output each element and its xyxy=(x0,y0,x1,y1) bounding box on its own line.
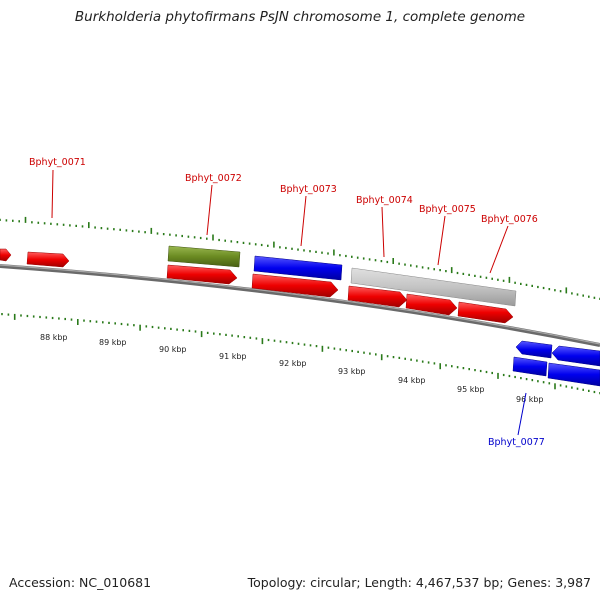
gene-feature-bphyt-0075[interactable] xyxy=(405,293,458,316)
gene-label-bphyt-0076[interactable]: Bphyt_0076 xyxy=(481,214,538,225)
gene-label-bphyt-0072[interactable]: Bphyt_0072 xyxy=(185,173,242,184)
gene-label-bphyt-0071[interactable]: Bphyt_0071 xyxy=(29,157,86,168)
map-title: Burkholderia phytofirmans PsJN chromosom… xyxy=(74,9,526,25)
tick-label-91: 91 kbp xyxy=(219,352,247,361)
gene-labels: Bphyt_0071 Bphyt_0072 Bphyt_0073 Bphyt_0… xyxy=(29,157,545,448)
topology-text: Topology: circular xyxy=(247,575,357,590)
genome-summary: Topology: circularLength: 4,467,537 bpGe… xyxy=(248,575,591,590)
gene-feature-reverse[interactable] xyxy=(547,362,600,387)
gene-feature-bphyt-0072[interactable] xyxy=(166,264,238,285)
tick-track-outer xyxy=(0,216,600,300)
tick-label-94: 94 kbp xyxy=(398,376,426,385)
tick-label-92: 92 kbp xyxy=(279,359,307,368)
gene-label-bphyt-0074[interactable]: Bphyt_0074 xyxy=(356,195,413,206)
gene-feature-reverse[interactable] xyxy=(551,345,600,367)
gene-feature-bphyt-0074-upper[interactable] xyxy=(350,267,517,307)
axis-labels: 88 kbp 89 kbp 90 kbp 91 kbp 92 kbp 93 kb… xyxy=(40,333,544,404)
leader-line xyxy=(206,184,213,236)
gene-feature-bphyt-0076[interactable] xyxy=(457,301,514,324)
tick-label-88: 88 kbp xyxy=(40,333,68,342)
gene-feature-bphyt-0073[interactable] xyxy=(251,273,339,298)
length-text: Length: 4,467,537 bp xyxy=(356,575,499,590)
tick-label-90: 90 kbp xyxy=(159,345,187,354)
tick-label-93: 93 kbp xyxy=(338,367,366,376)
leader-line xyxy=(300,195,307,247)
genome-backbone xyxy=(0,264,600,347)
gene-feature-bphyt-0077[interactable] xyxy=(512,356,548,377)
gene-feature-bphyt-0073-upper[interactable] xyxy=(253,255,343,281)
leader-line xyxy=(489,225,509,274)
gene-label-bphyt-0073[interactable]: Bphyt_0073 xyxy=(280,184,337,195)
genome-backbone-highlight xyxy=(0,264,600,345)
gene-feature-bphyt-0074[interactable] xyxy=(347,285,408,308)
leader-line xyxy=(381,206,385,258)
tick-label-95: 95 kbp xyxy=(457,385,485,394)
gene-count-text: Genes: 3,987 xyxy=(499,575,591,590)
tick-track-inner xyxy=(1,313,600,395)
label-leaders xyxy=(51,169,527,436)
gene-label-bphyt-0077[interactable]: Bphyt_0077 xyxy=(488,437,545,448)
leader-line xyxy=(517,392,527,436)
gene-feature-bphyt-0072-upper[interactable] xyxy=(167,245,241,268)
reverse-features xyxy=(512,340,600,387)
tick-label-96: 96 kbp xyxy=(516,395,544,404)
leader-line xyxy=(437,215,446,266)
tick-label-89: 89 kbp xyxy=(99,338,127,347)
accession-text: Accession: NC_010681 xyxy=(9,575,152,590)
gene-label-bphyt-0075[interactable]: Bphyt_0075 xyxy=(419,204,476,215)
gene-feature[interactable] xyxy=(0,248,12,262)
leader-line xyxy=(51,169,54,219)
gene-feature-reverse[interactable] xyxy=(515,340,553,359)
gene-feature-bphyt-0071[interactable] xyxy=(26,251,70,268)
forward-features xyxy=(0,245,517,324)
